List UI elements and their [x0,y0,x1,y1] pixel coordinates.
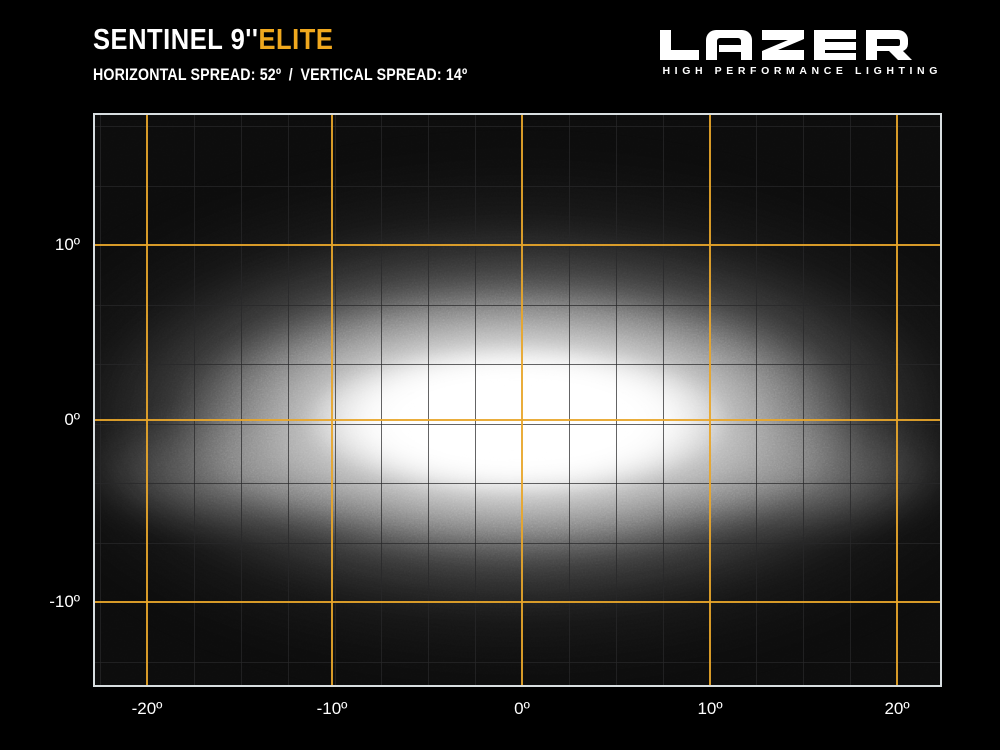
beam-spill [95,228,940,609]
gridline-minor-horizontal [95,305,940,306]
header: SENTINEL 9''ELITE HORIZONTAL SPREAD: 52º… [0,0,1000,113]
gridline-major-horizontal [95,419,940,421]
vertical-spread-value: 14º [445,66,468,84]
gridline-major-horizontal [95,601,940,603]
beam-lobe-left [95,414,391,535]
brand-tagline: HIGH PERFORMANCE LIGHTING [662,65,942,77]
x-axis-tick-label: 10º [697,699,723,718]
beam-lobe-right [644,414,940,535]
gridline-major-vertical [709,115,711,685]
grid-major [95,115,940,685]
gridline-minor-horizontal [95,126,940,127]
gridline-minor-vertical [241,115,242,685]
gridline-minor-vertical [428,115,429,685]
gridline-major-vertical [896,115,898,685]
beam-midfield [172,284,863,555]
page-title: SENTINEL 9''ELITE [93,26,476,55]
gridline-major-vertical [521,115,523,685]
x-axis-tick-label: 0º [514,699,530,718]
gridline-minor-horizontal [95,364,940,365]
product-name: SENTINEL 9'' [93,24,259,56]
beam-halo [95,157,940,678]
vertical-spread-label: VERTICAL SPREAD: [300,66,442,84]
y-axis-tick-label: 10º [54,235,80,254]
gridline-minor-vertical [850,115,851,685]
gridline-minor-vertical [475,115,476,685]
gridline-minor-vertical [803,115,804,685]
beam-hotspot [302,343,733,496]
gridline-minor-vertical [288,115,289,685]
gridline-minor-vertical [616,115,617,685]
spread-separator: / [288,66,293,84]
x-axis-tick-label: -20º [131,699,163,718]
gridline-minor-vertical [335,115,336,685]
gridline-minor-horizontal [95,424,940,425]
gridline-major-vertical [146,115,148,685]
gridline-minor-vertical [381,115,382,685]
gridline-minor-horizontal [95,543,940,544]
plot-area [95,115,940,685]
beam-pattern-chart [93,113,942,687]
gridline-minor-vertical [194,115,195,685]
x-axis-tick-label: 20º [884,699,910,718]
gridline-minor-vertical [569,115,570,685]
gridline-major-horizontal [95,244,940,246]
product-variant: ELITE [258,24,334,56]
gridline-minor-horizontal [95,662,940,663]
grid-minor [95,115,940,685]
brand-logo: HIGH PERFORMANCE LIGHTING [658,28,942,77]
gridline-minor-vertical [756,115,757,685]
gridline-minor-vertical [100,115,101,685]
gridline-minor-horizontal [95,483,940,484]
gridline-minor-horizontal [95,186,940,187]
x-axis-tick-label: -10º [316,699,348,718]
y-axis-tick-label: -10º [49,592,80,611]
horizontal-spread-label: HORIZONTAL SPREAD: [93,66,256,84]
horizontal-spread-value: 52º [259,66,282,84]
lazer-wordmark-icon [659,30,912,60]
beam-noise-texture [95,115,940,685]
y-axis-tick-label: 0º [64,410,80,429]
gridline-minor-vertical [663,115,664,685]
gridline-major-vertical [331,115,333,685]
title-block: SENTINEL 9''ELITE HORIZONTAL SPREAD: 52º… [93,26,528,85]
spread-summary: HORIZONTAL SPREAD: 52º / VERTICAL SPREAD… [93,66,467,85]
